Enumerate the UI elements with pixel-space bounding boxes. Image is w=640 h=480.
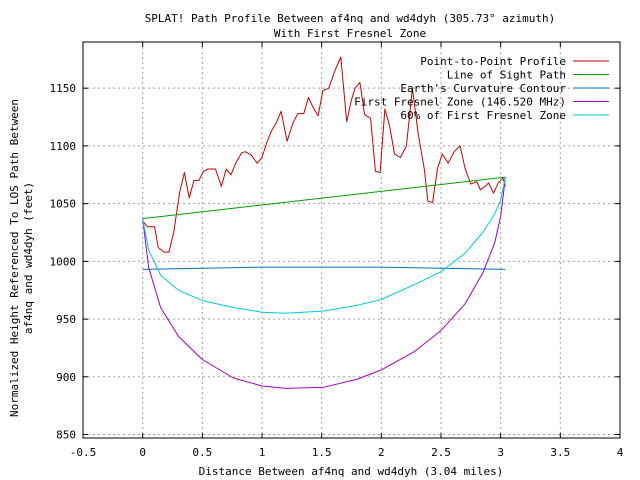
x-tick-label: 2 <box>378 446 385 459</box>
series-line-line-of-sight-path <box>142 176 506 220</box>
series-line-earth-s-curvature-contour <box>142 266 506 270</box>
series-line-first-fresnel-zone-146-520-mhz <box>142 177 506 389</box>
x-tick-label: -0.5 <box>70 446 97 459</box>
legend-label: First Fresnel Zone (146.520 MHz) <box>354 96 566 109</box>
x-tick-label: 3.5 <box>550 446 570 459</box>
x-tick-label: 3 <box>497 446 504 459</box>
x-tick-label: 0.5 <box>192 446 212 459</box>
legend-label: 60% of First Fresnel Zone <box>400 109 566 122</box>
series-line-60-of-first-fresnel-zone <box>142 177 506 314</box>
y-tick-label: 1050 <box>50 198 77 211</box>
legend-label: Point-to-Point Profile <box>420 55 566 68</box>
y-tick-label: 850 <box>56 429 76 442</box>
legend-label: Line of Sight Path <box>447 69 566 82</box>
x-tick-label: 1 <box>259 446 266 459</box>
y-tick-label: 1100 <box>50 140 77 153</box>
axis-ticks: -0.5 0 0.5 1 1.5 2 2.5 3 3.5 4 850 900 950 1000 1050 11… <box>50 42 624 459</box>
y-axis-label-line2: af4nq and wd4dyh (feet) <box>22 182 35 334</box>
x-tick-label: 4 <box>617 446 624 459</box>
y-axis-label-line1: Normalized Height Referenced To LOS Path… <box>8 99 21 417</box>
y-tick-label: 950 <box>56 313 76 326</box>
y-tick-label: 1000 <box>50 255 77 268</box>
chart-subtitle: With First Fresnel Zone <box>274 27 426 40</box>
legend-label: Earth's Curvature Contour <box>400 82 566 95</box>
y-tick-label: 900 <box>56 371 76 384</box>
series-line-point-to-point-profile <box>142 56 506 253</box>
chart-title: SPLAT! Path Profile Between af4nq and wd… <box>145 12 556 25</box>
x-tick-label: 0 <box>139 446 146 459</box>
plot-border <box>82 41 621 439</box>
x-tick-label: 2.5 <box>431 446 451 459</box>
x-axis-label: Distance Between af4nq and wd4dyh (3.04 … <box>199 465 504 478</box>
x-tick-label: 1.5 <box>312 446 332 459</box>
series-layer <box>142 56 506 389</box>
grid-lines <box>83 42 620 438</box>
y-tick-label: 1150 <box>50 82 77 95</box>
